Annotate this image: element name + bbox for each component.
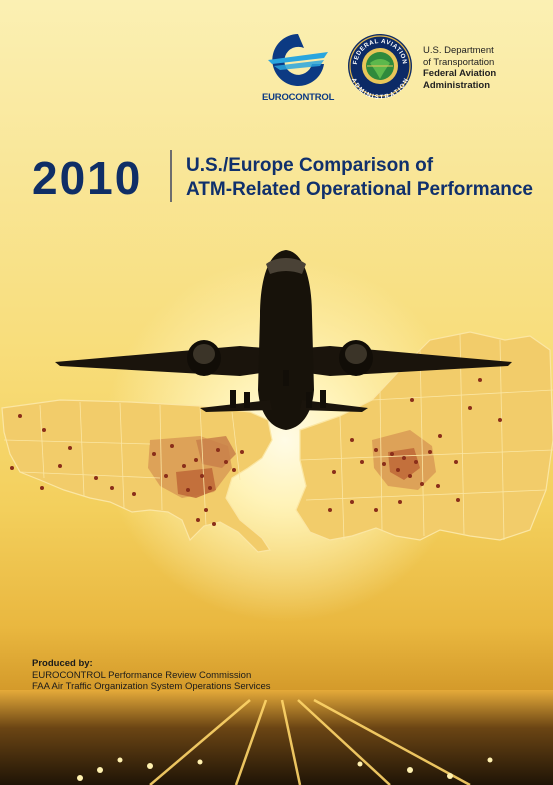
eurocontrol-logo: EUROCONTROL [262, 30, 334, 104]
dot-line-4: Administration [423, 79, 491, 91]
dot-line-1: U.S. Department [423, 45, 494, 56]
dot-faa-label: U.S. Department of Transportation Federa… [423, 45, 496, 91]
maps-and-airplane [1, 250, 553, 553]
report-year: 2010 [32, 152, 143, 204]
credits-line-2: FAA Air Traffic Organization System Oper… [32, 681, 271, 692]
credits: Produced by: EUROCONTROL Performance Rev… [32, 658, 270, 693]
title-line-1: U.S./Europe Comparison of [186, 155, 434, 176]
faa-seal-icon: FEDERAL AVIATION ADMINISTRATION [347, 33, 413, 101]
airport-dots [10, 378, 502, 526]
eurocontrol-emblem-icon [268, 34, 328, 86]
airplane-icon [55, 250, 512, 430]
dot-line-3: Federal Aviation [423, 68, 497, 79]
title-divider [170, 150, 172, 202]
runway-lights-icon [0, 690, 553, 785]
eurocontrol-wordmark: EUROCONTROL [262, 92, 335, 103]
dot-line-2: of Transportation [423, 56, 495, 68]
title-line-2: ATM-Related Operational Performance [186, 179, 534, 200]
us-map-icon [1, 399, 273, 553]
credits-line-1: EUROCONTROL Performance Review Commissio… [32, 669, 252, 681]
report-title: U.S./Europe Comparison of ATM-Related Op… [186, 154, 533, 202]
credits-heading: Produced by: [32, 658, 93, 669]
